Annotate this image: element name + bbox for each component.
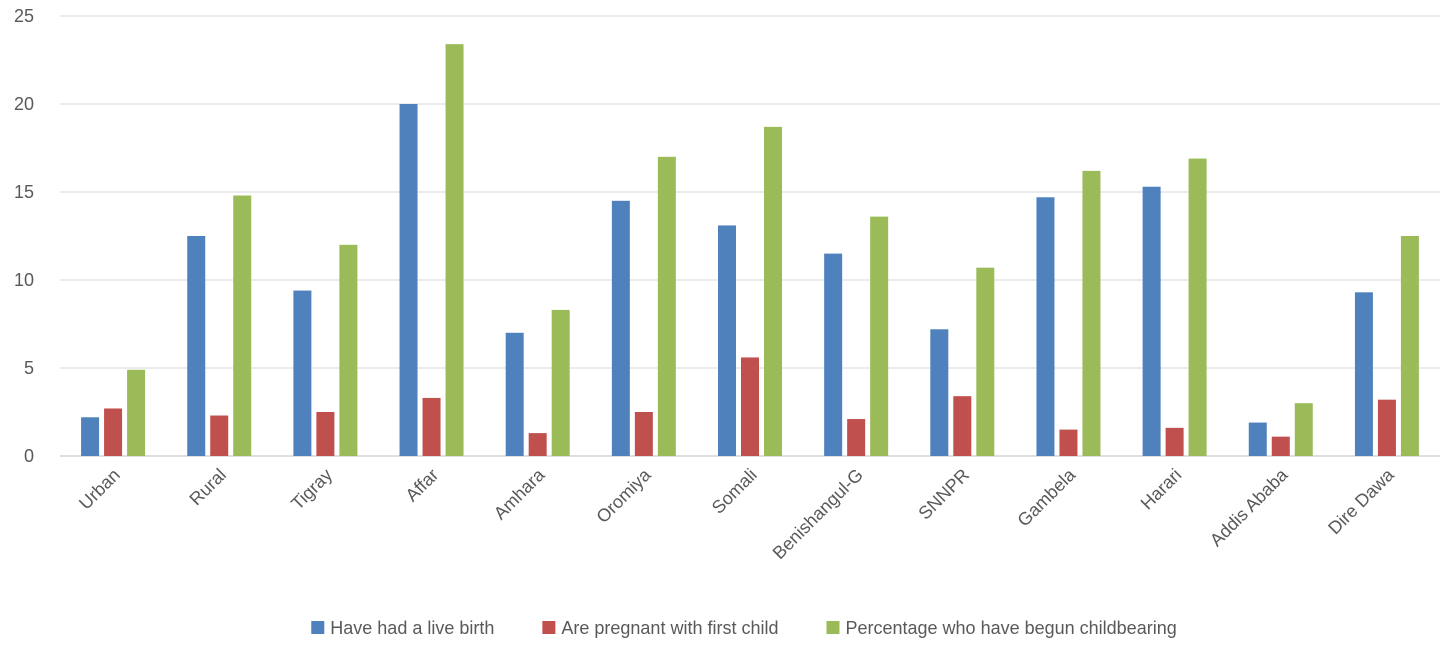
- bar-somali-series-3: [764, 126, 782, 456]
- x-tick-label: Harari: [1137, 465, 1186, 514]
- legend-item: Are pregnant with first child: [542, 618, 778, 638]
- bar-harari-series-3: [1188, 158, 1207, 456]
- bar-harari-series-1: [1142, 186, 1161, 456]
- x-tick-label: Rural: [186, 465, 231, 510]
- x-tick-label: SNNPR: [914, 465, 973, 524]
- legend-label: Percentage who have begun childbearing: [845, 618, 1176, 638]
- bar-dire-dawa-series-1: [1354, 292, 1373, 456]
- bar-benishangul-g-series-3: [870, 216, 889, 456]
- bar-amhara-series-3: [551, 309, 570, 456]
- bar-urban-series-3: [127, 369, 146, 456]
- x-tick-label: Addis Ababa: [1206, 464, 1292, 550]
- y-axis-ticks: 0 5 10 15 20 25: [14, 6, 34, 466]
- bar-gambela-series-1: [1036, 197, 1055, 456]
- x-tick-label: Somali: [708, 465, 761, 518]
- bar-amhara-series-1: [505, 332, 524, 456]
- bar-dire-dawa-series-2: [1377, 399, 1396, 456]
- legend-label: Have had a live birth: [330, 618, 494, 638]
- bar-tigray-series-1: [293, 290, 312, 456]
- bar-affar-series-1: [399, 104, 418, 456]
- bar-rural-series-2: [210, 415, 229, 456]
- y-tick-label: 0: [24, 446, 34, 466]
- bar-benishangul-g-series-1: [824, 253, 843, 456]
- bar-oromiya-series-1: [611, 200, 630, 456]
- x-tick-label: Benishangul-G: [769, 465, 867, 563]
- gridlines: [60, 15, 1440, 457]
- legend-swatch: [826, 621, 840, 634]
- x-tick-label: Oromiya: [592, 464, 655, 527]
- x-tick-label: Gambela: [1013, 464, 1079, 530]
- y-tick-label: 20: [14, 94, 34, 114]
- bar-oromiya-series-2: [634, 412, 653, 456]
- x-tick-label: Tigray: [287, 465, 336, 514]
- y-tick-label: 10: [14, 270, 34, 290]
- bar-affar-series-2: [422, 397, 441, 456]
- bar-gambela-series-3: [1082, 170, 1101, 456]
- bar-addis-ababa-series-3: [1294, 403, 1313, 456]
- bar-urban-series-1: [81, 417, 100, 456]
- x-tick-label: Urban: [75, 465, 124, 514]
- bar-benishangul-g-series-2: [847, 419, 866, 456]
- x-tick-label: Affar: [402, 465, 443, 506]
- x-axis-ticks: Urban Rural Tigray Affar Amhara Oromiya Somali…: [75, 464, 1398, 563]
- bar-somali-series-2: [741, 357, 759, 456]
- bars: [81, 44, 1419, 457]
- legend-item: Have had a live birth: [311, 618, 494, 638]
- legend-swatch: [542, 621, 556, 634]
- bar-rural-series-1: [187, 236, 206, 456]
- y-tick-label: 15: [14, 182, 34, 202]
- bar-urban-series-2: [104, 408, 123, 456]
- bar-tigray-series-2: [316, 412, 335, 456]
- legend-swatch: [311, 621, 325, 634]
- bar-affar-series-3: [445, 44, 464, 456]
- legend: Have had a live birth Are pregnant with f…: [311, 618, 1177, 638]
- bar-oromiya-series-3: [657, 156, 676, 457]
- bar-harari-series-2: [1165, 427, 1184, 456]
- bar-somali-series-1: [718, 225, 736, 456]
- x-tick-label: Dire Dawa: [1324, 464, 1398, 538]
- bar-tigray-series-3: [339, 244, 358, 456]
- bar-addis-ababa-series-2: [1271, 436, 1290, 456]
- bar-dire-dawa-series-3: [1400, 236, 1419, 456]
- bar-snnpr-series-2: [953, 396, 972, 456]
- bar-gambela-series-2: [1059, 429, 1078, 456]
- bar-snnpr-series-1: [930, 329, 949, 456]
- bar-snnpr-series-3: [976, 267, 995, 456]
- bar-amhara-series-2: [528, 433, 547, 456]
- legend-label: Are pregnant with first child: [561, 618, 778, 638]
- legend-item: Percentage who have begun childbearing: [826, 618, 1177, 638]
- bar-rural-series-3: [233, 195, 252, 456]
- y-tick-label: 25: [14, 6, 34, 26]
- y-tick-label: 5: [24, 358, 34, 378]
- bar-addis-ababa-series-1: [1248, 422, 1267, 456]
- x-tick-label: Amhara: [490, 464, 549, 523]
